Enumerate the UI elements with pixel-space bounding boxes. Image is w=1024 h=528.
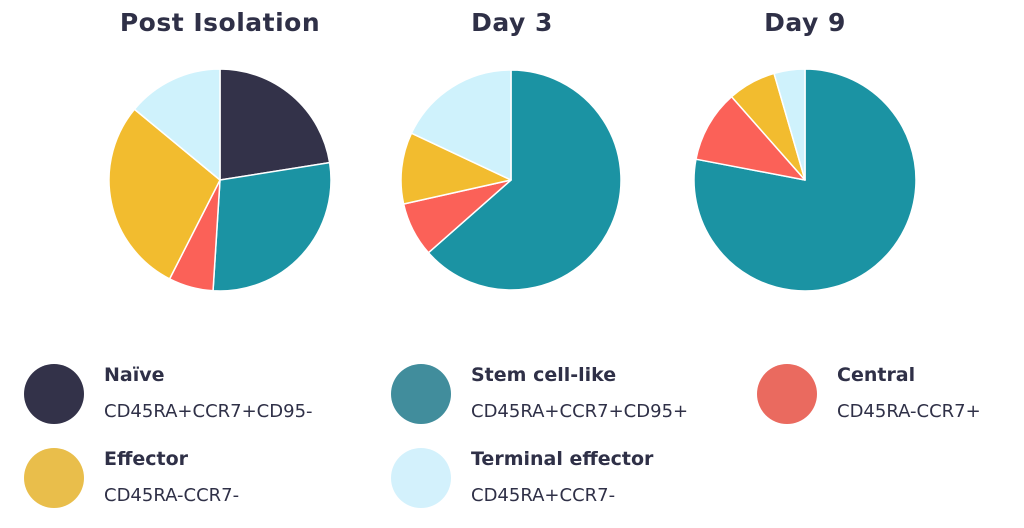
legend-label-naive: Naïve (104, 364, 165, 386)
legend-desc-central: CD45RA-CCR7+ (837, 401, 981, 422)
pie-slice-post-isolation-stem-cell-like (212, 161, 332, 292)
legend-label-terminal-effector: Terminal effector (471, 448, 654, 470)
pie-slice-day-3-effector (400, 132, 512, 205)
legend-label-stem-cell-like: Stem cell-like (471, 364, 617, 386)
legend-swatch-stem-cell-like (391, 364, 451, 424)
legend-swatch-central (757, 364, 817, 424)
legend-desc-stem-cell-like: CD45RA+CCR7+CD95+ (471, 401, 689, 422)
legend-desc-terminal-effector: CD45RA+CCR7- (471, 485, 616, 506)
legend-swatch-effector (24, 448, 84, 508)
pie-slice-post-isolation-effector (108, 108, 221, 280)
legend-label-effector: Effector (104, 448, 189, 470)
legend-desc-naive: CD45RA+CCR7+CD95- (104, 401, 313, 422)
pie-slice-day-9-terminal-effector (773, 68, 806, 181)
chart-title-post-isolation: Post Isolation (119, 8, 321, 37)
pie-slice-day-3-stem-cell-like (427, 69, 622, 291)
chart-title-day-9: Day 9 (764, 8, 846, 37)
pie-slice-day-9-central (695, 95, 806, 181)
chart-title-day-3: Day 3 (471, 8, 553, 37)
pie-slice-post-isolation-terminal-effector (133, 68, 221, 181)
pie-slice-post-isolation-na-ve (219, 68, 331, 181)
legend-swatch-naive (24, 364, 84, 424)
legend-label-central: Central (837, 364, 916, 386)
legend-desc-effector: CD45RA-CCR7- (104, 485, 240, 506)
legend-swatch-terminal-effector (391, 448, 451, 508)
pie-charts (108, 68, 917, 292)
pie-slice-day-3-terminal-effector (410, 69, 512, 181)
